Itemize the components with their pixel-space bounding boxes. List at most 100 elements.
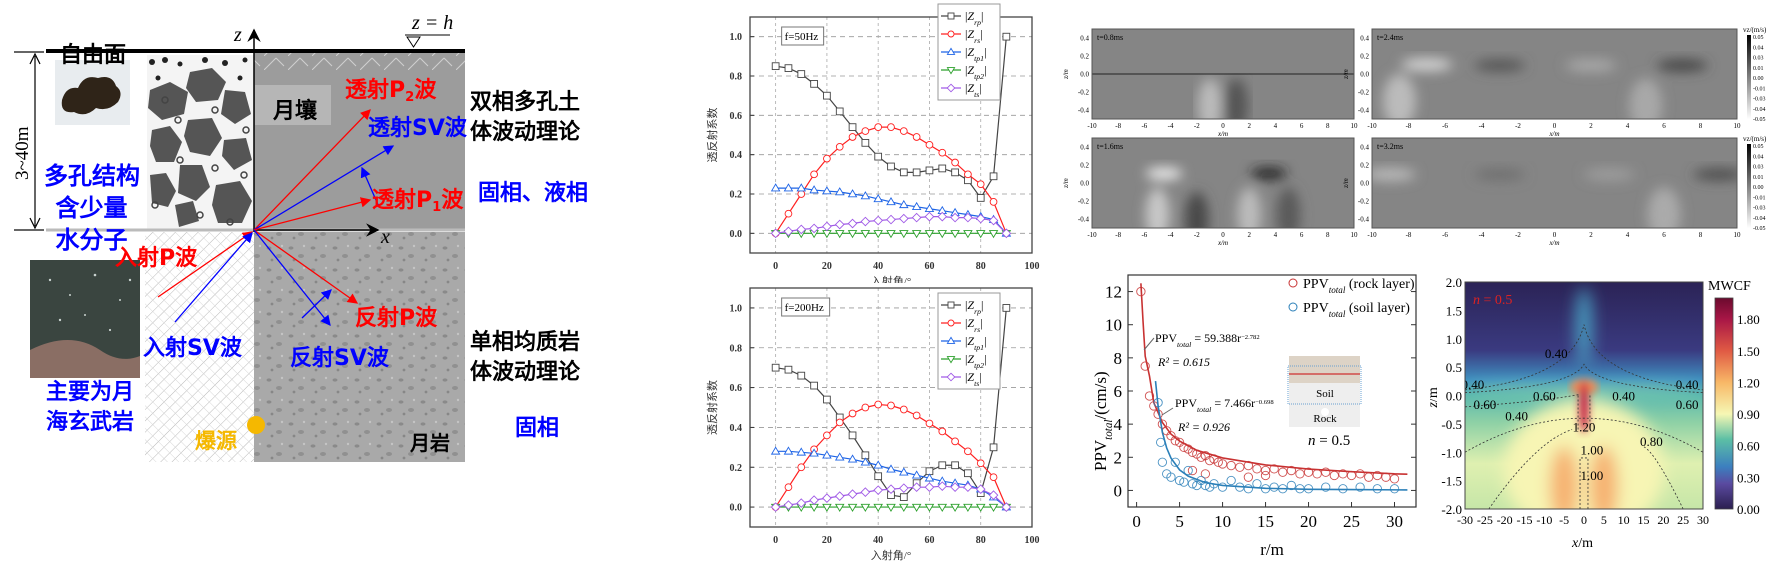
marker-triangle-down [950,503,960,512]
marker-square [771,363,780,372]
transmitted-sv-polarization [360,166,380,208]
colorbar-tick: -0.05 [1753,226,1766,232]
x-tick-label: -10 [1367,122,1377,130]
regolith-label-box [255,85,331,125]
x-axis-label: x/m [1548,239,1559,245]
series-rs [771,123,1011,238]
y-tick-label: -2.0 [1441,502,1462,517]
marker-diamond [834,491,845,501]
colorbar [1747,35,1751,119]
y-tick-label: 0.0 [730,503,743,514]
legend-label: |Zrp| [965,298,983,316]
x-tick-label: 10 [1734,122,1742,130]
label-suffix: 波 [414,78,437,103]
legend-label-part: tp1 [974,54,984,63]
wavefield-blobs [1372,168,1737,228]
colorbar-tick: 1.80 [1737,312,1760,327]
colorbar-tick: 0.04 [1753,154,1764,160]
marker-triangle-up [946,336,956,344]
marker-diamond [946,372,956,382]
legend-label: |Zrs| [965,316,983,334]
mwcf-heatmap: 0.400.600.60 0.400.400.400.400.601.201.00… [1430,275,1760,551]
legend-label: |Ztp2| [965,63,986,81]
y-tick-label: 0.0 [1360,71,1369,79]
x-tick-label: -2 [1194,231,1200,239]
marker-triangle-down [911,503,922,512]
marker-circle [976,459,985,468]
contour-label: 0.40 [1505,408,1528,423]
x-tick-label: 4 [1274,231,1278,239]
inset-dotted-box [1287,365,1362,405]
marker-circle [848,409,857,418]
x-axis-label: x [381,226,390,248]
wave-blob [1237,187,1261,228]
wave-blob [1401,58,1453,71]
marker-triangle-down [924,230,935,239]
marker-square [947,12,955,20]
marker-circle [964,170,972,179]
marker-triangle-down [950,230,960,239]
data-point [1269,464,1279,474]
x-tick-label: -4 [1168,231,1174,239]
water-table-symbol [405,34,450,48]
marker-square [784,365,793,374]
rock-theory-label: 单相均质岩 体波动理论 [470,328,580,388]
x-tick-label: -6 [1141,122,1147,130]
marker-triangle-up [834,187,845,196]
x-tick-label: 2 [1589,122,1593,130]
marker-diamond [988,215,999,226]
marker-diamond [873,215,884,226]
y-axis-label-part: total [1103,420,1115,440]
marker-square [771,62,780,71]
y-tick-label: -1.0 [1441,445,1462,460]
y-tick-label: 0.0 [730,229,743,240]
contour-line [1577,395,1591,430]
marker-diamond [911,212,922,223]
wave-blob [1647,187,1681,228]
marker-diamond [783,500,794,510]
basalt-description: 主要为月 海玄武岩 [40,378,140,438]
x-axis-label: x/m [1548,130,1559,138]
colorbar [1714,297,1734,510]
transmitted-sv-label: 透射SV波 [368,116,467,141]
colorbar-tick: -0.01 [1753,195,1766,201]
label-subscript: 1 [432,199,442,215]
data-point [1187,479,1198,489]
marker-square [976,194,985,202]
label-text: 透射P [372,188,433,213]
marker-diamond [822,493,832,503]
x-tick-label: 0 [1581,513,1587,527]
y-tick-label: 1.0 [1446,332,1462,347]
y-tick-label: 0.2 [1080,53,1089,61]
colorbar-tick: 0.03 [1753,165,1764,171]
x-tick-label: 20 [1300,512,1317,531]
data-point [1269,482,1279,492]
panel-frame [1091,28,1355,120]
wavefield-panel: t=0.8ms -10 -8 -6 -4 -2 0 2 4 6 8 10 0.4 0.2 0.0 -0.2 -0… [1062,28,1358,138]
heatmap-core [1570,378,1598,433]
panel-frame [1371,28,1738,120]
marker-circle [848,133,857,141]
y-tick-label: 0.2 [1360,53,1369,61]
x-tick-label: 60 [924,535,934,546]
fit-equation-part: −0.698 [1255,399,1274,406]
colorbar-tick: 0.00 [1753,76,1764,82]
marker-triangle-up [809,448,819,457]
marker-square [861,139,870,147]
inset-source [1321,408,1329,416]
data-point [1174,475,1185,486]
frequency-box [781,297,831,317]
contour-line [1643,446,1684,509]
marker-square [951,168,959,177]
legend-label-part: ts [974,90,979,99]
marker-diamond [822,221,832,232]
marker-triangle-up [924,203,935,212]
surface-equation: z = h [412,12,454,34]
x-tick-label: -6 [1442,122,1448,130]
marker-triangle-up [911,470,922,479]
heatmap-blobs [1465,287,1703,509]
data-point [1355,482,1365,492]
fit-equation-part: −2.782 [1241,334,1260,341]
x-tick-label: 8 [1699,231,1703,239]
marker-triangle-up [770,446,781,455]
